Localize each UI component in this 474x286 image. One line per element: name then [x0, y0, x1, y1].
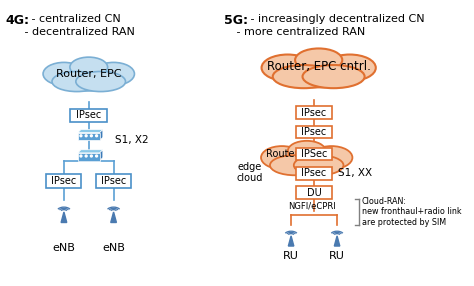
Circle shape	[85, 135, 87, 137]
FancyBboxPatch shape	[78, 133, 100, 140]
Text: 4G:: 4G:	[5, 14, 29, 27]
Ellipse shape	[278, 57, 359, 87]
Ellipse shape	[294, 155, 344, 175]
FancyBboxPatch shape	[296, 106, 332, 119]
Ellipse shape	[324, 55, 376, 81]
Ellipse shape	[56, 65, 121, 91]
FancyBboxPatch shape	[78, 153, 100, 161]
FancyBboxPatch shape	[296, 148, 332, 160]
Polygon shape	[111, 212, 117, 223]
Text: IPsec: IPsec	[301, 108, 327, 118]
FancyBboxPatch shape	[70, 108, 107, 122]
Circle shape	[85, 155, 87, 157]
FancyBboxPatch shape	[96, 174, 131, 188]
Text: - centralized CN: - centralized CN	[28, 14, 121, 24]
Text: DU: DU	[307, 188, 321, 198]
Ellipse shape	[261, 146, 303, 169]
Text: Router, EPC: Router, EPC	[56, 69, 121, 79]
Polygon shape	[100, 150, 103, 161]
Ellipse shape	[76, 72, 126, 92]
Ellipse shape	[302, 65, 365, 88]
Ellipse shape	[262, 55, 314, 81]
Text: edge
cloud: edge cloud	[237, 162, 263, 183]
Ellipse shape	[273, 65, 335, 88]
FancyBboxPatch shape	[46, 174, 82, 188]
Circle shape	[80, 135, 82, 137]
Polygon shape	[334, 236, 340, 246]
FancyBboxPatch shape	[296, 186, 332, 199]
Text: IPsec: IPsec	[76, 110, 101, 120]
Text: eNB: eNB	[53, 243, 75, 253]
Ellipse shape	[295, 48, 342, 72]
Polygon shape	[78, 130, 103, 133]
Ellipse shape	[70, 57, 108, 77]
FancyBboxPatch shape	[296, 167, 332, 180]
Text: 5G:: 5G:	[224, 14, 248, 27]
Text: eNB: eNB	[102, 243, 125, 253]
Ellipse shape	[274, 148, 339, 174]
Ellipse shape	[43, 62, 85, 85]
Text: IPsec: IPsec	[301, 168, 327, 178]
Text: Cloud-RAN:
new fronthaul+radio link
are protected by SIM: Cloud-RAN: new fronthaul+radio link are …	[362, 197, 462, 227]
Ellipse shape	[270, 155, 319, 175]
Circle shape	[91, 155, 92, 157]
Circle shape	[91, 135, 92, 137]
Circle shape	[96, 135, 98, 137]
Circle shape	[80, 155, 82, 157]
Ellipse shape	[93, 62, 135, 85]
Polygon shape	[61, 212, 67, 223]
Ellipse shape	[52, 72, 101, 92]
Text: RU: RU	[329, 251, 345, 261]
Text: - increasingly decentralized CN: - increasingly decentralized CN	[247, 14, 425, 24]
Text: RU: RU	[283, 251, 299, 261]
Text: NGFI/eCPRI: NGFI/eCPRI	[288, 202, 336, 211]
Polygon shape	[288, 236, 294, 246]
Ellipse shape	[310, 146, 352, 169]
Text: - decentralized RAN: - decentralized RAN	[14, 27, 135, 37]
Text: Router, EPC cntrl.: Router, EPC cntrl.	[267, 60, 371, 73]
Text: IPsec: IPsec	[301, 127, 327, 137]
Text: IPSec: IPSec	[301, 149, 327, 159]
Circle shape	[96, 155, 98, 157]
Text: S1, XX: S1, XX	[338, 168, 372, 178]
FancyBboxPatch shape	[296, 126, 332, 138]
Polygon shape	[78, 150, 103, 153]
Text: IPsec: IPsec	[51, 176, 77, 186]
Polygon shape	[100, 130, 103, 140]
Text: - more centralized RAN: - more centralized RAN	[233, 27, 365, 37]
Text: S1, X2: S1, X2	[115, 135, 148, 145]
Ellipse shape	[288, 141, 326, 161]
Text: IPsec: IPsec	[101, 176, 126, 186]
Text: Router, μEPC: Router, μEPC	[265, 149, 329, 159]
